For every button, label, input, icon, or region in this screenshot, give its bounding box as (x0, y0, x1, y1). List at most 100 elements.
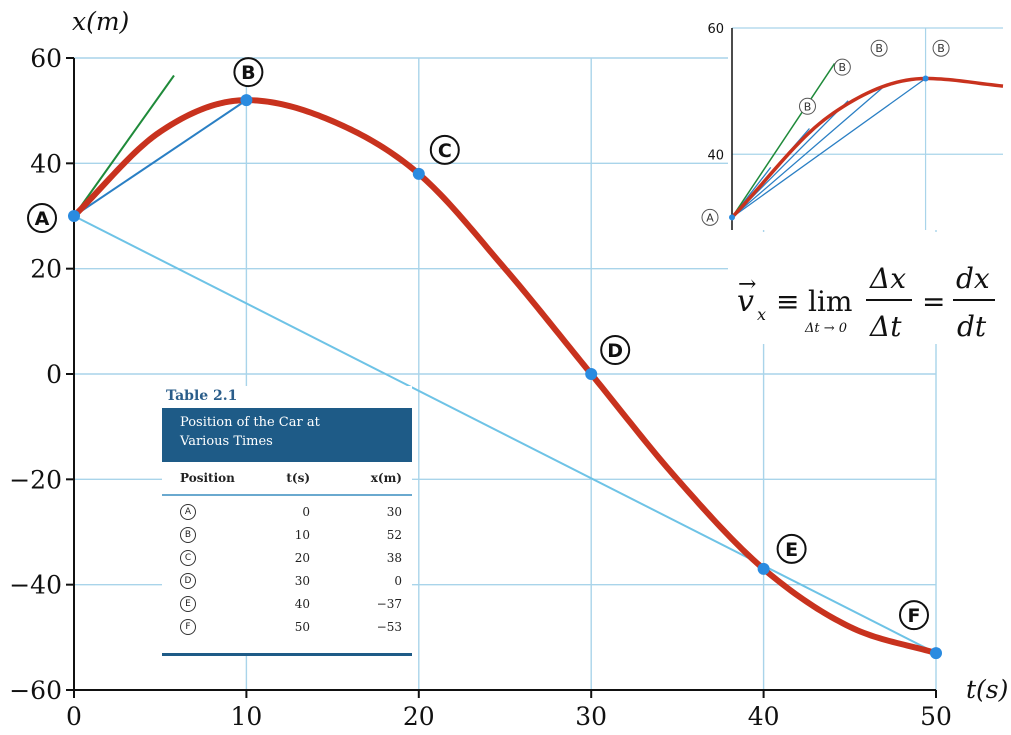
x-tick-label: 10 (230, 702, 262, 731)
velocity-formula: v → x ≡ lim Δt → 0 Δx Δt = dx dt (728, 232, 1011, 344)
table-row: F 50 −53 (162, 615, 412, 638)
inset-label-B: B (937, 42, 945, 55)
inset-label-circle-A (701, 208, 719, 226)
point-label-B: B (241, 62, 255, 84)
inset-secant-label-circle (833, 58, 851, 76)
row-t: 20 (294, 550, 310, 565)
col-t-header: t(s) (286, 471, 310, 485)
formula-equiv: ≡ (776, 285, 799, 318)
row-t: 0 (302, 504, 310, 519)
inset-secant-line (731, 77, 926, 218)
x-tick-label: 20 (403, 702, 435, 731)
position-letter-badge: B (180, 527, 196, 543)
inset-secant-line (731, 83, 888, 218)
row-t: 30 (294, 573, 310, 588)
point-label-F: F (908, 605, 921, 627)
tangent-line (73, 74, 175, 217)
formula-frac1-numerator: Δx (869, 262, 906, 295)
table-row: D 30 0 (162, 569, 412, 592)
point-label-circle-D (600, 335, 631, 365)
formula-equals: = (922, 285, 945, 318)
row-x: −37 (376, 596, 402, 611)
secant-line-A-F (73, 215, 937, 655)
point-label-E: E (785, 539, 798, 561)
x-tick-label: 50 (920, 702, 952, 731)
main-lines (71, 74, 939, 657)
y-tick-label: 40 (30, 149, 62, 178)
formula-frac2-numerator: dx (956, 262, 990, 295)
formula-v-subscript: x (757, 305, 766, 324)
data-point-A (68, 210, 80, 222)
point-label-A: A (35, 208, 50, 230)
inset-chart: 60 40 A B B B B (701, 22, 1004, 230)
table-row: C 20 38 (162, 546, 412, 569)
inset-secant-label: B (839, 61, 847, 74)
row-position: D (162, 572, 250, 589)
data-point-E (757, 562, 770, 575)
table-row: A 0 30 (162, 500, 412, 523)
point-label-circle-F (899, 600, 929, 631)
main-axes (66, 57, 937, 698)
table-title: Position of the Car at Various Times (162, 408, 412, 462)
row-x: −53 (376, 619, 402, 634)
data-point-F (930, 647, 942, 660)
position-letter-badge: C (180, 550, 196, 566)
inset-label-A: A (706, 211, 714, 224)
position-letter-badge: D (180, 573, 196, 589)
inset-point-A (729, 214, 735, 221)
inset-background (728, 28, 1003, 230)
inset-secant-label-circle (870, 39, 888, 57)
row-x: 38 (386, 550, 402, 565)
table-row: E 40 −37 (162, 592, 412, 615)
position-letter-badge: F (180, 619, 196, 635)
inset-grid: 60 40 (707, 22, 1003, 230)
inset-lines (729, 63, 1004, 221)
y-axis-title: x(m) (72, 7, 129, 36)
table-header-row: Position t(s) x(m) (162, 462, 412, 496)
formula-frac2-denominator: dt (957, 310, 987, 343)
table-body: A 0 30 B 10 52 C 20 38 D 30 0 E 40 −37 F… (162, 496, 412, 638)
table-title-line-2: Various Times (180, 434, 273, 449)
position-table: Table 2.1 Position of the Car at Various… (162, 386, 412, 656)
data-point-B (240, 94, 253, 107)
formula-frac1-denominator: Δt (869, 310, 902, 343)
inset-label-circle-B (932, 39, 950, 57)
data-point-D (585, 368, 598, 380)
secant-line-A-B (73, 99, 247, 217)
row-x: 30 (386, 504, 402, 519)
formula-v: v (737, 284, 754, 319)
position-letter-badge: A (180, 504, 196, 520)
point-label-circle-E (776, 533, 807, 564)
y-tick-label: 20 (30, 255, 62, 284)
formula-lim: lim (808, 285, 852, 318)
point-label-circle-B (233, 57, 264, 88)
x-tick-label: 0 (66, 702, 82, 731)
position-letter-badge: E (180, 596, 196, 612)
row-x: 52 (386, 527, 402, 542)
inset-labels: A B B B B (701, 39, 950, 226)
x-tick-label: 30 (575, 702, 607, 731)
y-tick-label: 0 (46, 360, 62, 389)
formula-vector-arrow: → (738, 272, 756, 297)
col-position-header: Position (180, 471, 235, 485)
point-label-D: D (607, 340, 623, 362)
row-position: A (162, 503, 250, 520)
row-x: 0 (394, 573, 402, 588)
inset-tangent-line (731, 63, 836, 218)
data-point-C (412, 167, 425, 180)
point-label-C: C (438, 140, 452, 162)
inset-secant-label: B (804, 100, 812, 113)
row-position: C (162, 549, 250, 566)
inset-y-tick-label: 60 (707, 22, 724, 37)
table-row: B 10 52 (162, 523, 412, 546)
row-t: 10 (294, 527, 310, 542)
inset-point-B (922, 75, 929, 82)
position-curve (71, 97, 939, 657)
x-tick-label: 40 (748, 702, 780, 731)
y-tick-label: −20 (9, 465, 62, 494)
inset-y-tick-label: 40 (707, 148, 724, 163)
formula-lim-subscript: Δt → 0 (804, 321, 847, 336)
